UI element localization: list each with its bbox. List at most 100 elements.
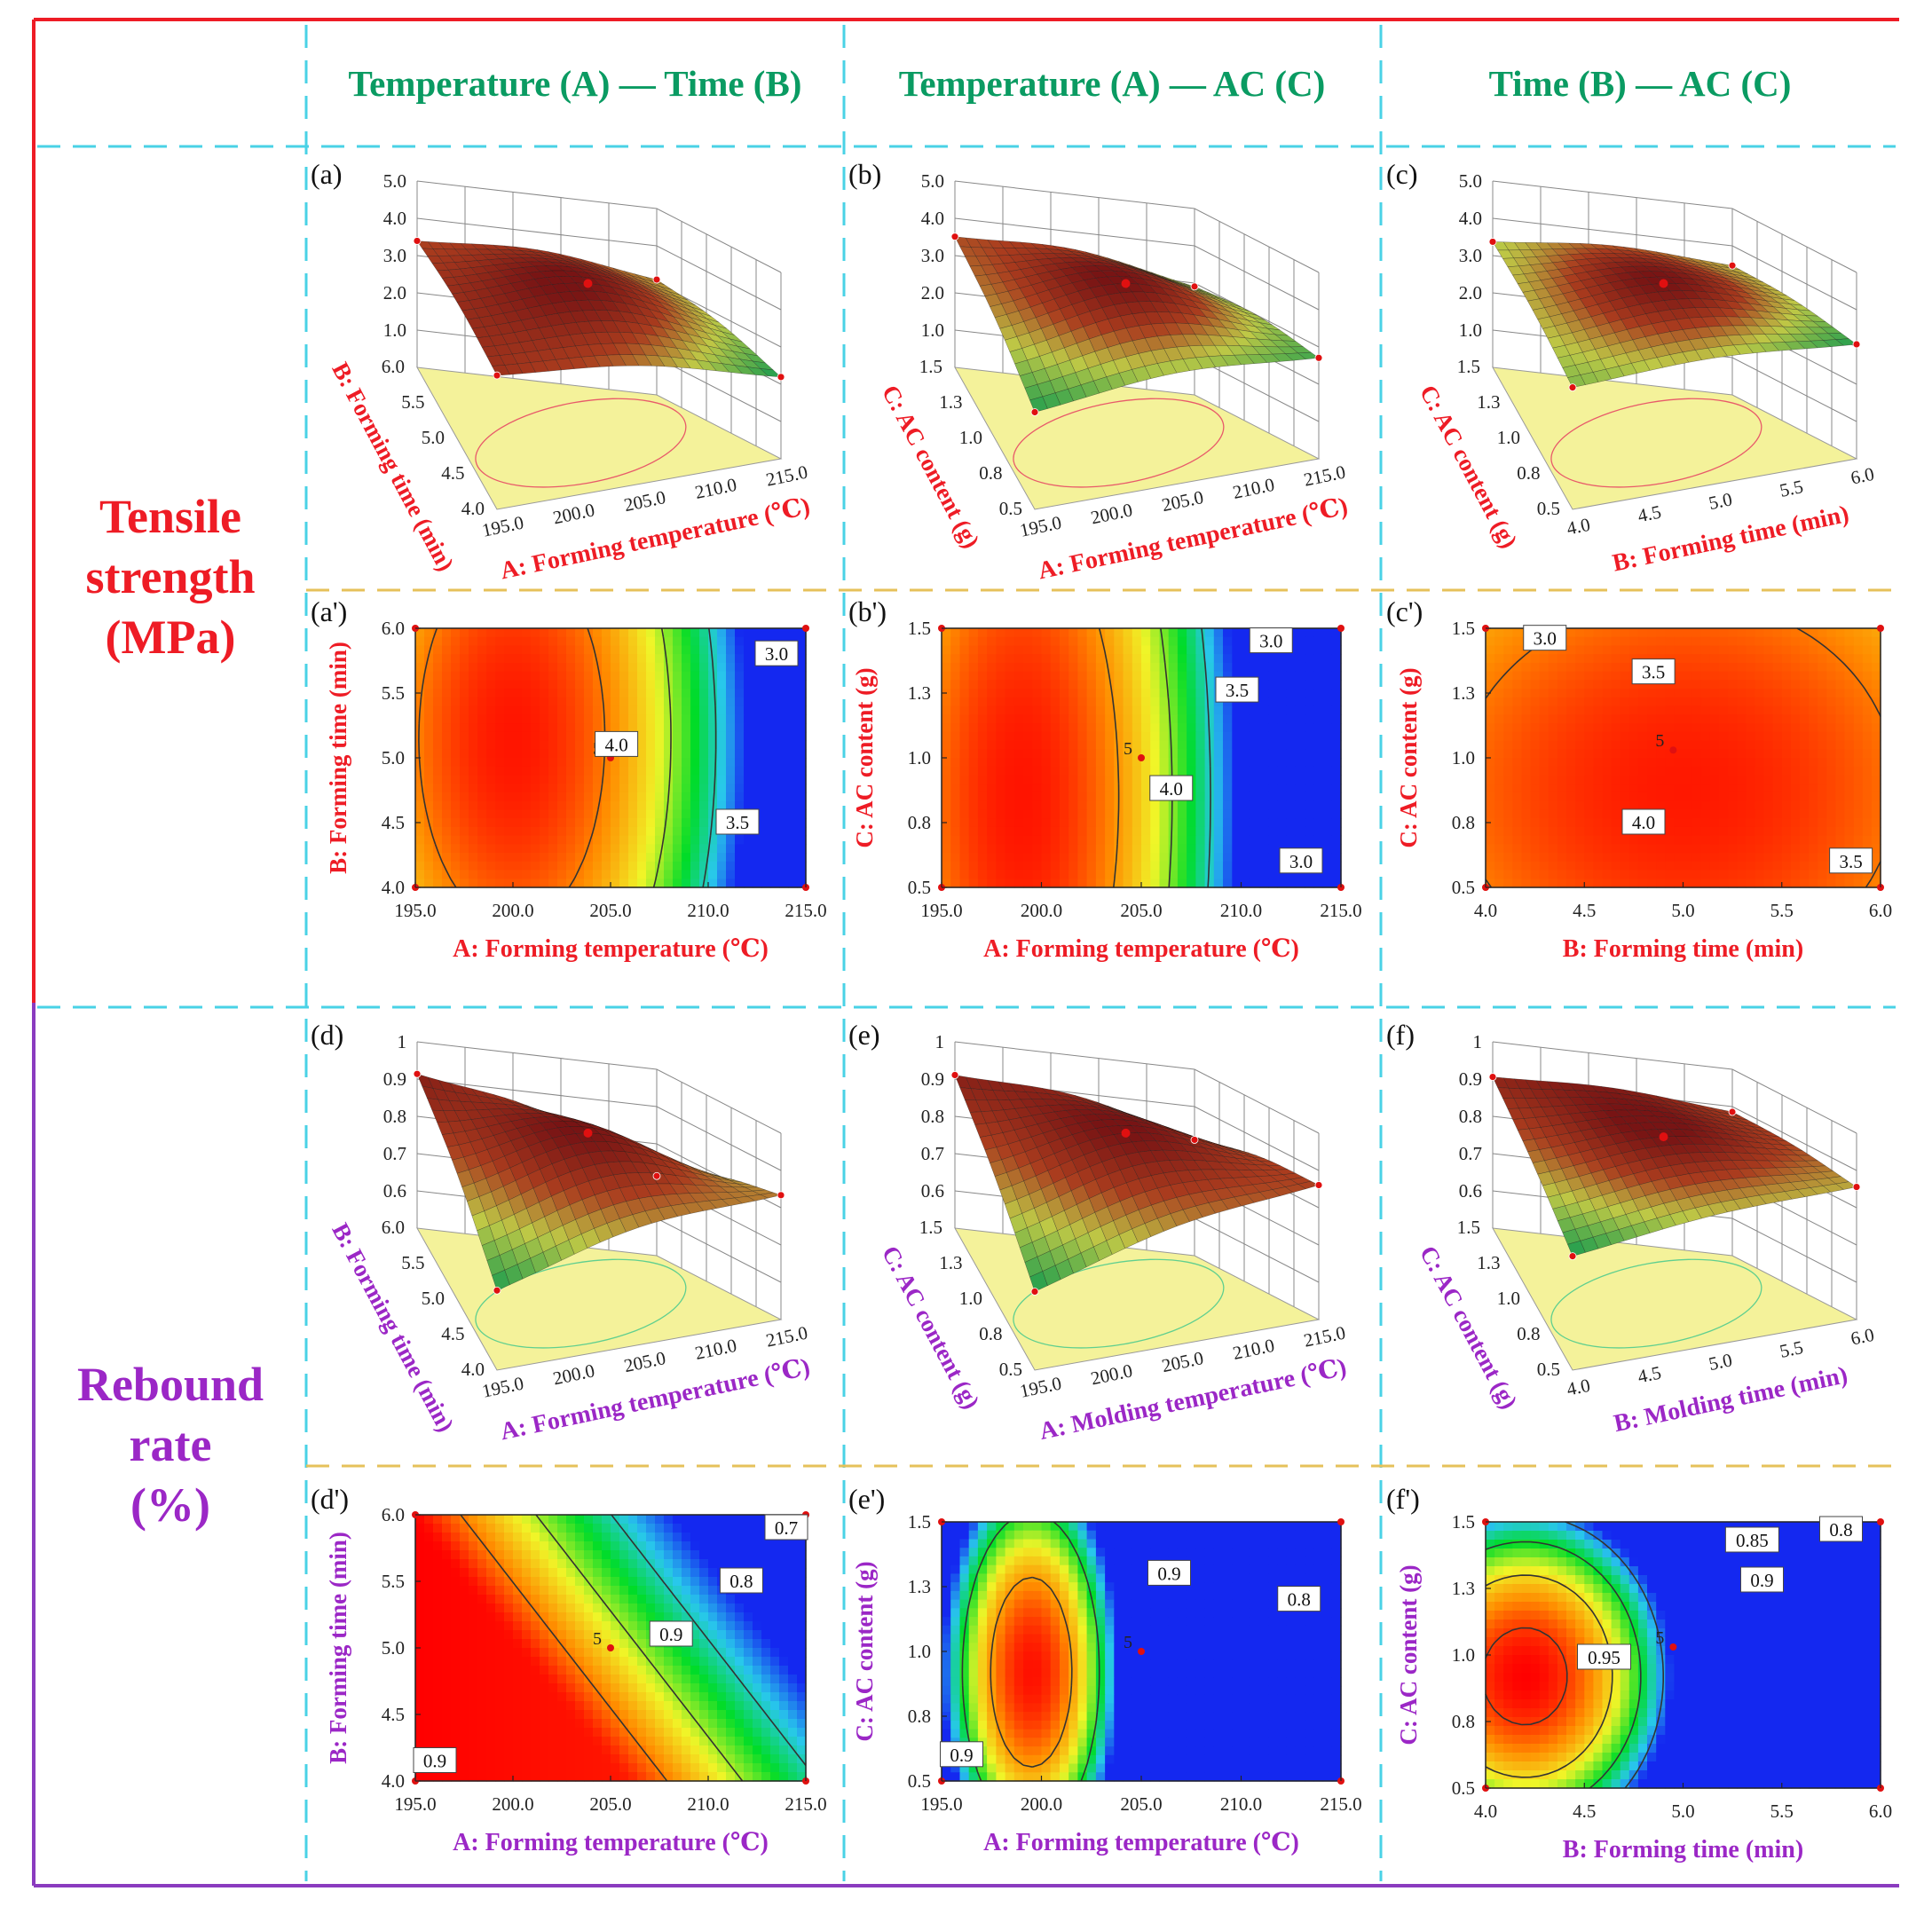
heat-cell (1159, 671, 1170, 681)
heat-cell (1800, 714, 1810, 724)
heat-cell (1232, 628, 1242, 638)
heat-cell (1593, 784, 1604, 793)
heat-cell (664, 766, 674, 776)
heat-cell (469, 749, 478, 759)
heat-cell (797, 714, 807, 724)
heat-cell (1295, 705, 1305, 715)
heat-cell (1691, 714, 1702, 724)
heat-cell (1826, 758, 1836, 768)
heat-cell (1223, 766, 1233, 776)
heat-cell (987, 818, 997, 828)
heat-cell (1593, 645, 1604, 655)
heat-cell (540, 826, 549, 837)
heat-cell (726, 731, 736, 742)
heat-cell (942, 749, 951, 759)
heat-cell (682, 784, 691, 793)
heat-cell (415, 723, 425, 733)
heat-cell (1665, 645, 1675, 655)
heat-cell (770, 758, 780, 768)
heat-cell (433, 758, 443, 768)
heat-cell (1871, 636, 1881, 646)
heat-cell (996, 861, 1006, 871)
heat-cell (566, 731, 576, 742)
heat-cell (1584, 662, 1594, 673)
heat-cell (1826, 671, 1836, 681)
heat-cell (566, 654, 576, 664)
heat-cell (1259, 861, 1269, 871)
heat-cell (1005, 792, 1015, 802)
heat-cell (1691, 766, 1702, 776)
heat-cell (477, 628, 487, 638)
heat-cell (1746, 636, 1755, 646)
heat-cell (566, 766, 576, 776)
heat-cell (1656, 697, 1666, 707)
heat-cell (1503, 818, 1513, 828)
heat-cell (1150, 879, 1160, 888)
heat-cell (1566, 636, 1576, 646)
heat-cell (1628, 766, 1639, 776)
heat-cell (1114, 844, 1124, 854)
heat-cell (1683, 714, 1693, 724)
heat-cell (460, 766, 469, 776)
heat-cell (1835, 697, 1846, 707)
heat-cell (1674, 671, 1684, 681)
heat-cell (1521, 749, 1532, 759)
heat-cell (513, 654, 523, 664)
heat-cell (513, 809, 523, 819)
heat-cell (690, 697, 700, 707)
heat-cell (1826, 628, 1836, 638)
heat-cell (1637, 775, 1648, 784)
heat-cell (1674, 731, 1684, 742)
heat-cell (1665, 826, 1675, 837)
heat-cell (602, 844, 611, 854)
heat-cell (1032, 879, 1043, 888)
heat-cell (950, 758, 960, 768)
heat-cell (1286, 749, 1297, 759)
heat-cell (1077, 853, 1088, 863)
heat-cell (761, 835, 771, 845)
heat-cell (959, 818, 970, 828)
heat-cell (424, 680, 434, 690)
heat-cell (1187, 766, 1196, 776)
heat-cell (486, 818, 496, 828)
heat-cell (1853, 654, 1864, 664)
heat-cell (619, 861, 629, 871)
y-tick-label: 4.5 (441, 462, 464, 484)
heat-cell (1683, 731, 1693, 742)
heat-cell (744, 792, 753, 802)
heat-cell (1295, 809, 1305, 819)
heat-cell (655, 714, 665, 724)
heat-cell (602, 870, 611, 879)
heat-cell (1041, 879, 1052, 888)
heat-cell (415, 853, 425, 863)
heat-cell (950, 697, 960, 707)
heat-cell (1763, 766, 1774, 776)
heat-cell (1331, 792, 1342, 802)
heat-cell (1086, 775, 1097, 784)
heat-cell (1204, 792, 1215, 802)
heat-cell (1313, 826, 1324, 837)
heat-cell (1539, 662, 1550, 673)
heat-cell (977, 697, 988, 707)
heat-cell (1250, 792, 1260, 802)
heat-cell (1602, 731, 1613, 742)
heat-cell (1548, 758, 1558, 768)
heat-cell (1250, 835, 1260, 845)
heat-cell (968, 697, 979, 707)
heat-cell (1187, 879, 1196, 888)
heat-cell (1123, 784, 1133, 793)
heat-cell (433, 636, 443, 646)
heat-cell (1241, 775, 1251, 784)
heat-cell (1611, 740, 1621, 750)
heat-cell (646, 835, 656, 845)
contour-panel-a2: 53.03.54.0195.0200.0205.0210.0215.04.04.… (311, 595, 827, 963)
heat-cell (1584, 749, 1594, 759)
x-tick-label: 210.0 (1220, 900, 1262, 921)
heat-cell (513, 749, 523, 759)
heat-cell (1637, 800, 1648, 810)
heat-cell (1539, 680, 1550, 690)
heat-cell (584, 861, 594, 871)
heat-cell (1050, 645, 1061, 655)
heat-cell (779, 835, 789, 845)
heat-cell (1611, 731, 1621, 742)
